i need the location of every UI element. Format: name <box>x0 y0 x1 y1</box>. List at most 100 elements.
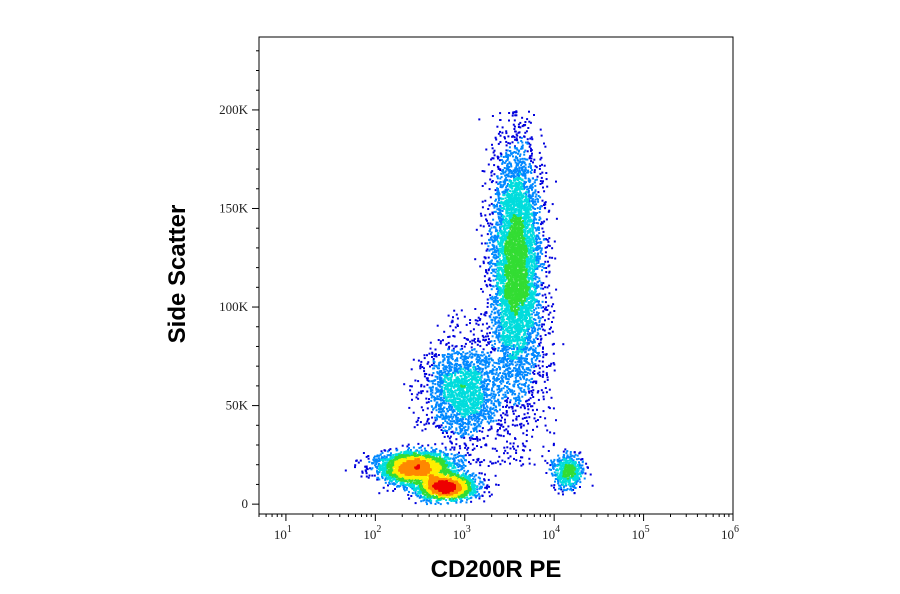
event-dot <box>505 325 508 328</box>
event-dot <box>502 197 505 200</box>
event-dot <box>573 451 576 454</box>
event-dot <box>452 329 455 332</box>
event-dot <box>524 393 527 396</box>
event-dot <box>524 166 527 169</box>
event-dot <box>538 216 541 219</box>
event-dot <box>578 452 581 455</box>
event-dot <box>475 358 478 361</box>
event-dot <box>485 393 488 396</box>
event-dot <box>533 277 536 280</box>
event-dot <box>491 389 493 392</box>
event-dot <box>542 347 544 350</box>
event-dot <box>497 251 500 254</box>
event-dot <box>463 426 466 429</box>
event-dot <box>498 217 500 220</box>
event-dot <box>540 287 543 290</box>
event-dot <box>405 488 408 491</box>
event-dot <box>498 388 501 391</box>
event-dot <box>558 487 561 490</box>
event-dot <box>500 318 503 321</box>
event-dot <box>515 168 518 171</box>
event-dot <box>516 172 519 175</box>
event-dot <box>506 183 509 185</box>
event-dot <box>537 327 540 330</box>
event-dot <box>450 362 452 365</box>
event-dot <box>443 357 446 360</box>
event-dot <box>507 457 510 460</box>
event-dot <box>430 396 433 399</box>
event-dot <box>372 458 375 461</box>
event-dot <box>379 467 381 470</box>
event-dot <box>521 345 524 348</box>
event-dot <box>431 382 434 385</box>
event-dot <box>520 195 523 198</box>
event-dot <box>541 455 544 458</box>
event-dot <box>522 345 525 348</box>
event-dot <box>505 405 507 408</box>
event-dot <box>523 348 526 351</box>
event-dot <box>478 497 481 500</box>
event-dot <box>495 251 497 254</box>
event-dot <box>506 414 509 417</box>
event-dot <box>510 181 513 184</box>
event-dot <box>422 409 425 412</box>
event-dot <box>503 372 506 375</box>
event-dot <box>577 476 580 479</box>
event-dot <box>532 212 535 215</box>
event-dot <box>515 369 518 372</box>
event-dot <box>522 188 524 191</box>
event-dot <box>533 288 536 291</box>
event-dot <box>511 114 514 117</box>
event-dot <box>559 460 561 463</box>
event-dot <box>480 329 483 332</box>
event-dot <box>498 199 500 202</box>
event-dot <box>578 478 581 481</box>
event-dot <box>496 385 499 388</box>
event-dot <box>485 394 488 397</box>
event-dot <box>515 178 518 181</box>
event-dot <box>517 338 520 341</box>
event-dot <box>509 336 512 338</box>
event-dot <box>452 408 455 411</box>
event-dot <box>412 446 415 449</box>
event-dot <box>460 458 463 461</box>
event-dot <box>469 319 472 321</box>
event-dot <box>555 288 558 291</box>
event-dot <box>474 478 477 481</box>
event-dot <box>543 267 546 269</box>
event-dot <box>473 403 476 406</box>
event-dot <box>518 366 520 369</box>
event-dot <box>452 349 455 352</box>
event-dot <box>544 260 547 263</box>
event-dot <box>501 459 504 462</box>
event-dot <box>552 444 555 447</box>
event-dot <box>460 499 463 502</box>
event-dot <box>572 482 575 485</box>
event-dot <box>496 290 499 293</box>
event-dot <box>484 486 487 489</box>
event-dot <box>380 450 383 453</box>
event-dot <box>503 338 505 341</box>
event-dot <box>498 365 500 368</box>
event-dot <box>517 402 520 404</box>
event-dot <box>478 407 481 410</box>
event-dot <box>480 288 483 290</box>
event-dot <box>474 258 477 261</box>
event-dot <box>518 382 521 385</box>
event-dot <box>452 400 455 403</box>
event-dot <box>532 274 534 276</box>
event-dot <box>499 250 502 253</box>
event-dot <box>550 362 553 365</box>
event-dot <box>481 384 484 387</box>
event-dot <box>562 450 565 453</box>
event-dot <box>536 252 539 255</box>
event-dot <box>503 332 506 335</box>
event-dot <box>553 458 556 461</box>
event-dot <box>376 473 379 476</box>
event-dot <box>578 464 581 467</box>
event-dot <box>450 357 453 360</box>
event-dot <box>479 485 482 488</box>
event-dot <box>499 282 502 285</box>
event-dot <box>493 361 496 364</box>
event-dot <box>527 353 530 356</box>
